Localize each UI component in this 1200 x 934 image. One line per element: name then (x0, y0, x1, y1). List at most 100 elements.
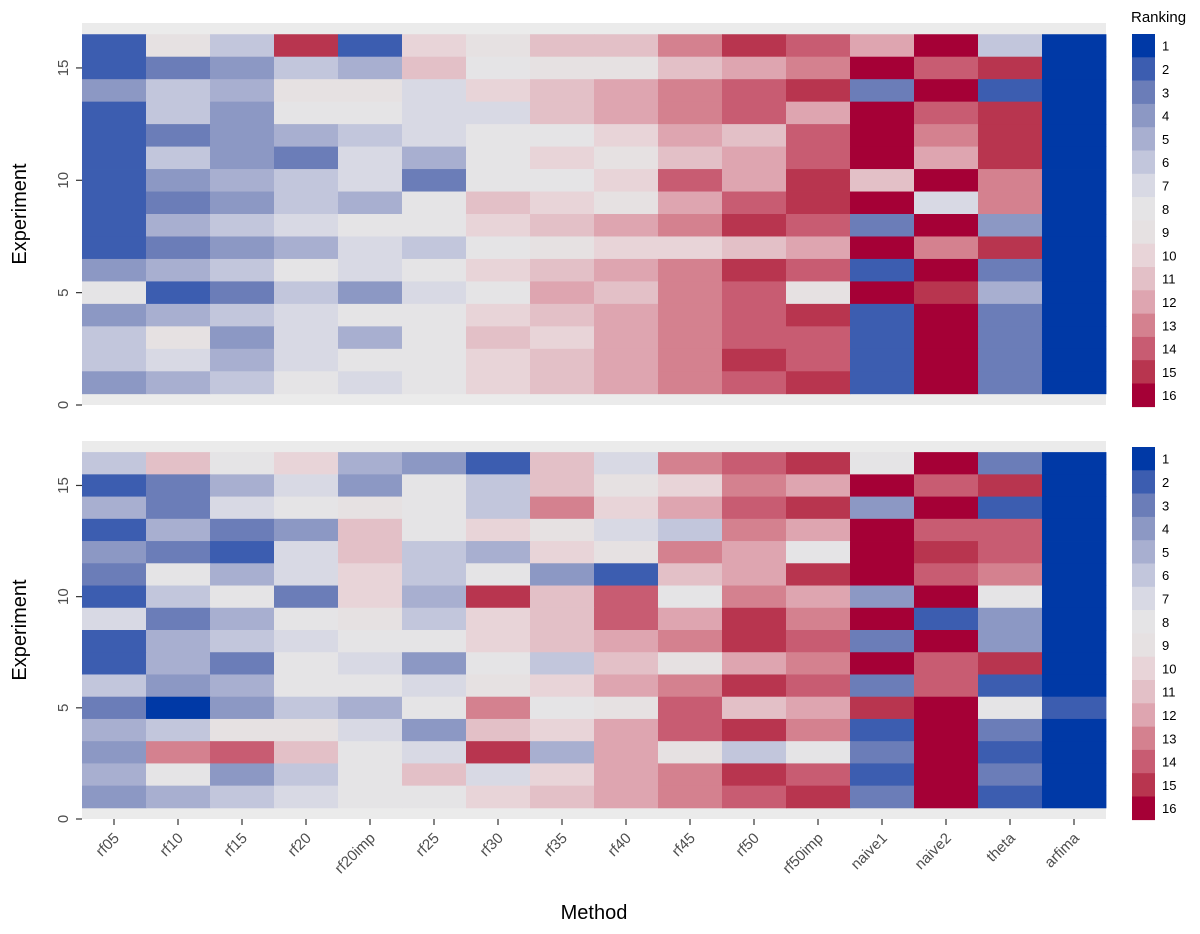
heatmap-cell: rf05 / experiment 10: rank 2 (82, 169, 147, 192)
heatmap-cell: theta / experiment 4: rank 3 (978, 718, 1043, 742)
heatmap-cell: rf25 / experiment 14: rank 8 (402, 496, 467, 520)
heatmap-cell: rf50imp / experiment 14: rank 15 (786, 79, 851, 103)
heatmap-cell: rf50 / experiment 11: rank 12 (722, 146, 787, 170)
heatmap-cell: rf25 / experiment 13: rank 8 (402, 518, 467, 542)
heatmap-cell: rf50 / experiment 14: rank 14 (722, 79, 787, 103)
heatmap-cell: rf50 / experiment 2: rank 15 (722, 348, 787, 372)
heatmap-cell: naive1 / experiment 2: rank 2 (850, 763, 915, 787)
legend-label: 6 (1162, 568, 1169, 583)
heatmap-cell: rf50 / experiment 16: rank 14 (722, 452, 787, 475)
heatmap-cell: naive1 / experiment 11: rank 16 (850, 563, 915, 586)
heatmap-cell: rf40 / experiment 9: rank 14 (594, 607, 659, 631)
heatmap-cell: rf15 / experiment 11: rank 5 (210, 563, 275, 586)
heatmap-cell: rf30 / experiment 9: rank 11 (466, 191, 531, 215)
legend-swatch (1132, 197, 1155, 221)
heatmap-cell: rf50 / experiment 12: rank 12 (722, 541, 787, 564)
heatmap-cell: rf40 / experiment 8: rank 12 (594, 630, 659, 653)
heatmap-cell: naive2 / experiment 6: rank 14 (914, 674, 979, 698)
legend-swatch (1132, 290, 1155, 314)
heatmap-cell: rf20 / experiment 13: rank 4 (274, 518, 339, 542)
heatmap-cell: rf10 / experiment 5: rank 2 (146, 281, 211, 305)
heatmap-cell: naive2 / experiment 2: rank 16 (914, 763, 979, 787)
heatmap-cell: rf10 / experiment 13: rank 5 (146, 518, 211, 542)
heatmap-cell: naive1 / experiment 2: rank 2 (850, 348, 915, 372)
heatmap-cell: arfima / experiment 6: rank 1 (1042, 674, 1107, 698)
y-tick-label: 5 (55, 288, 72, 296)
heatmap-cell: rf20imp / experiment 5: rank 4 (338, 281, 403, 305)
heatmap-cell: rf20imp / experiment 6: rank 8 (338, 674, 403, 698)
x-tick-label: rf20imp (331, 830, 378, 877)
heatmap-cell: rf40 / experiment 2: rank 12 (594, 348, 659, 372)
heatmap-cell: rf05 / experiment 2: rank 5 (82, 763, 147, 787)
y-tick-label: 10 (55, 172, 72, 189)
legend-swatch (1132, 243, 1155, 268)
heatmap-cell: rf35 / experiment 2: rank 10 (530, 763, 595, 787)
heatmap-cell: rf50 / experiment 8: rank 15 (722, 630, 787, 653)
heatmap-cell: rf45 / experiment 15: rank 10 (658, 474, 723, 497)
heatmap-cell: arfima / experiment 11: rank 1 (1042, 563, 1107, 586)
heatmap-cell: rf50imp / experiment 14: rank 15 (786, 496, 851, 520)
heatmap-cell: rf20imp / experiment 2: rank 8 (338, 763, 403, 787)
heatmap-cell: rf40 / experiment 7: rank 10 (594, 236, 659, 260)
x-tick-label: naive1 (848, 830, 891, 873)
heatmap-cell: naive1 / experiment 12: rank 16 (850, 541, 915, 564)
heatmap-cell: naive2 / experiment 1: rank 16 (914, 371, 979, 395)
heatmap-cell: rf05 / experiment 6: rank 6 (82, 674, 147, 698)
heatmap-cell: rf05 / experiment 16: rank 2 (82, 34, 147, 58)
heatmap-cell: rf15 / experiment 4: rank 6 (210, 303, 275, 327)
heatmap-cell: arfima / experiment 5: rank 1 (1042, 281, 1107, 305)
heatmap-cell: rf35 / experiment 16: rank 11 (530, 34, 595, 58)
y-tick-label: 15 (55, 477, 72, 494)
heatmap-cell: theta / experiment 6: rank 2 (978, 674, 1043, 698)
heatmap-cell: rf50imp / experiment 5: rank 12 (786, 696, 851, 720)
heatmap-cell: rf50imp / experiment 16: rank 14 (786, 34, 851, 58)
heatmap-cell: rf20 / experiment 9: rank 6 (274, 191, 339, 215)
heatmap-cell: rf35 / experiment 7: rank 6 (530, 652, 595, 675)
legend-swatch (1132, 360, 1155, 384)
heatmap-cell: rf25 / experiment 5: rank 7 (402, 281, 467, 305)
heatmap-cell: rf30 / experiment 15: rank 6 (466, 474, 531, 497)
heatmap-cell: arfima / experiment 7: rank 1 (1042, 652, 1107, 675)
heatmap-cell: rf45 / experiment 8: rank 13 (658, 214, 723, 237)
heatmap-cell: rf30 / experiment 13: rank 10 (466, 518, 531, 542)
heatmap-cell: rf20 / experiment 16: rank 15 (274, 34, 339, 58)
heatmap-cell: rf25 / experiment 15: rank 11 (402, 56, 467, 80)
heatmap-cell: rf15 / experiment 7: rank 4 (210, 236, 275, 260)
legend-swatch (1132, 267, 1155, 291)
heatmap-cell: rf20 / experiment 16: rank 10 (274, 452, 339, 475)
legend-swatch (1132, 127, 1155, 151)
heatmap-cell: naive2 / experiment 13: rank 14 (914, 518, 979, 542)
heatmap-cell: theta / experiment 11: rank 15 (978, 146, 1043, 170)
heatmap-cell: rf45 / experiment 9: rank 12 (658, 191, 723, 215)
heatmap-cell: rf20imp / experiment 5: rank 5 (338, 696, 403, 720)
heatmap-cell: rf20imp / experiment 10: rank 7 (338, 169, 403, 192)
heatmap-cell: rf20imp / experiment 8: rank 8 (338, 214, 403, 237)
legend-swatch (1132, 80, 1155, 105)
heatmap-cell: rf20imp / experiment 7: rank 7 (338, 236, 403, 260)
heatmap-cell: rf35 / experiment 13: rank 11 (530, 101, 595, 125)
heatmap-cell: rf15 / experiment 15: rank 4 (210, 56, 275, 80)
heatmap-cell: rf20 / experiment 2: rank 6 (274, 763, 339, 787)
heatmap-cell: rf10 / experiment 2: rank 7 (146, 348, 211, 372)
heatmap-cell: rf30 / experiment 14: rank 10 (466, 79, 531, 103)
legend-swatch (1132, 796, 1155, 821)
heatmap-cell: theta / experiment 16: rank 3 (978, 452, 1043, 475)
legend-swatch (1132, 103, 1155, 128)
heatmap-cell: rf15 / experiment 5: rank 3 (210, 281, 275, 305)
heatmap-cell: rf05 / experiment 15: rank 2 (82, 474, 147, 497)
heatmap-cell: naive2 / experiment 7: rank 13 (914, 236, 979, 260)
heatmap-cell: rf15 / experiment 15: rank 5 (210, 474, 275, 497)
heatmap-cell: rf45 / experiment 6: rank 13 (658, 674, 723, 698)
heatmap-cell: rf50imp / experiment 11: rank 14 (786, 146, 851, 170)
heatmap-cell: rf05 / experiment 6: rank 4 (82, 258, 147, 282)
heatmap-cell: rf45 / experiment 14: rank 13 (658, 79, 723, 103)
legend-swatch (1132, 749, 1155, 774)
heatmap-cell: rf10 / experiment 10: rank 6 (146, 585, 211, 609)
heatmap-cell: theta / experiment 12: rank 15 (978, 124, 1043, 147)
heatmap-cell: rf50 / experiment 4: rank 15 (722, 718, 787, 742)
heatmap-cell: arfima / experiment 6: rank 1 (1042, 258, 1107, 282)
heatmap-cell: rf35 / experiment 14: rank 11 (530, 79, 595, 103)
heatmap-cell: rf35 / experiment 1: rank 11 (530, 785, 595, 809)
heatmap-cell: rf25 / experiment 5: rank 8 (402, 696, 467, 720)
